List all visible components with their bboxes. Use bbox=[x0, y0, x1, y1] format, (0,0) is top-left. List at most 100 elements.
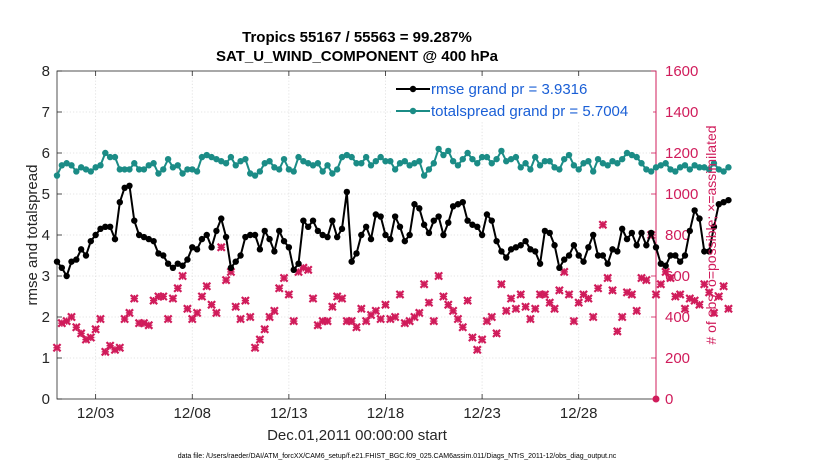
totalspread-point bbox=[647, 168, 655, 175]
totalspread-point bbox=[338, 153, 346, 161]
obs-point bbox=[231, 302, 241, 312]
totalspread-point bbox=[435, 145, 442, 153]
obs-point bbox=[212, 308, 221, 318]
totalspread-point bbox=[304, 160, 312, 167]
rmse-point bbox=[150, 237, 157, 245]
rmse-point bbox=[715, 201, 722, 208]
totalspread-point bbox=[507, 155, 515, 163]
totalspread-point bbox=[594, 155, 602, 163]
x-tick-label: 12/18 bbox=[367, 405, 405, 422]
rmse-point bbox=[411, 201, 418, 208]
totalspread-point bbox=[686, 166, 694, 173]
totalspread-point bbox=[135, 166, 143, 173]
y-right-tick-label: 1200 bbox=[665, 145, 698, 162]
obs-point bbox=[709, 308, 719, 318]
rmse-point bbox=[522, 237, 529, 245]
totalspread-point bbox=[705, 166, 713, 173]
totalspread-point bbox=[111, 153, 119, 161]
rmse-point bbox=[725, 196, 732, 204]
totalspread-point bbox=[145, 162, 152, 169]
totalspread-point bbox=[271, 164, 278, 171]
totalspread-point bbox=[618, 155, 626, 163]
obs-point bbox=[289, 316, 299, 326]
y-right-tick-label: 600 bbox=[665, 268, 690, 285]
rmse-point bbox=[662, 262, 669, 269]
totalspread-point bbox=[633, 153, 640, 161]
totalspread-point bbox=[247, 170, 254, 177]
totalspread-point bbox=[193, 168, 201, 175]
totalspread-point bbox=[401, 158, 409, 165]
rmse-point bbox=[643, 242, 650, 249]
obs-point bbox=[337, 294, 347, 303]
rmse-point bbox=[406, 231, 413, 239]
y-right-tick-label: 400 bbox=[665, 309, 690, 326]
obs-point bbox=[414, 308, 424, 318]
rmse-point bbox=[333, 233, 341, 241]
totalspread-point bbox=[411, 160, 418, 167]
obs-point bbox=[695, 300, 704, 310]
rmse-point bbox=[343, 188, 351, 196]
rmse-point bbox=[121, 184, 128, 192]
rmse-point bbox=[58, 264, 66, 271]
obs-point bbox=[323, 316, 332, 326]
totalspread-point bbox=[203, 151, 210, 159]
rmse-point bbox=[464, 217, 471, 224]
rmse-point bbox=[483, 211, 491, 218]
y-right-tick-label: 0 bbox=[665, 391, 673, 408]
obs-point bbox=[506, 294, 516, 303]
rmse-point bbox=[319, 231, 326, 239]
obs-point bbox=[608, 285, 617, 295]
rmse-point bbox=[590, 231, 597, 239]
rmse-point bbox=[222, 233, 230, 241]
rmse-point bbox=[701, 248, 708, 255]
obs-point bbox=[192, 308, 202, 318]
totalspread-point bbox=[367, 162, 375, 169]
obs-point bbox=[516, 290, 526, 299]
rmse-point bbox=[556, 264, 563, 271]
rmse-point bbox=[604, 260, 611, 267]
rmse-point bbox=[435, 213, 442, 220]
totalspread-point bbox=[604, 162, 611, 169]
totalspread-point bbox=[565, 151, 573, 159]
totalspread-point bbox=[469, 155, 476, 163]
y-tick-label: 0 bbox=[42, 391, 50, 408]
legend-spread-label: totalspread grand pr = 5.7004 bbox=[431, 103, 628, 120]
totalspread-point bbox=[391, 166, 399, 173]
totalspread-point bbox=[77, 164, 85, 171]
obs-point bbox=[555, 285, 564, 295]
rmse-point bbox=[401, 237, 409, 245]
obs-point bbox=[569, 316, 579, 326]
totalspread-point bbox=[498, 147, 505, 155]
totalspread-point bbox=[174, 162, 181, 169]
obs-point bbox=[526, 314, 535, 324]
rmse-point bbox=[251, 231, 259, 239]
obs-point bbox=[632, 306, 642, 316]
rmse-point bbox=[570, 242, 578, 249]
y-right-tick-label: 800 bbox=[665, 227, 690, 244]
rmse-point bbox=[203, 231, 210, 239]
rmse-point bbox=[314, 227, 322, 235]
rmse-point bbox=[155, 250, 162, 257]
rmse-point bbox=[135, 231, 143, 239]
obs-point bbox=[656, 279, 666, 289]
rmse-point bbox=[164, 260, 172, 267]
rmse-point bbox=[285, 244, 293, 251]
rmse-point bbox=[425, 229, 433, 237]
totalspread-point bbox=[92, 164, 99, 171]
totalspread-point bbox=[208, 153, 215, 161]
rmse-point bbox=[329, 217, 336, 224]
totalspread-point bbox=[512, 153, 520, 161]
y-axis-right: 0 200 400 600 800 1000 1200 1400 1600 bbox=[651, 63, 698, 408]
rmse-point bbox=[276, 227, 283, 235]
totalspread-point bbox=[329, 170, 336, 177]
chart-title: Tropics 55167 / 55563 = 99.287% bbox=[242, 29, 472, 46]
obs-point bbox=[236, 314, 245, 324]
obs-point bbox=[405, 316, 415, 326]
rmse-point bbox=[532, 248, 539, 255]
totalspread-point bbox=[121, 166, 128, 173]
rmse-point bbox=[551, 242, 558, 249]
rmse-point bbox=[416, 205, 423, 212]
obs-point bbox=[327, 302, 337, 312]
rmse-point bbox=[420, 221, 428, 228]
rmse-point bbox=[237, 252, 244, 259]
